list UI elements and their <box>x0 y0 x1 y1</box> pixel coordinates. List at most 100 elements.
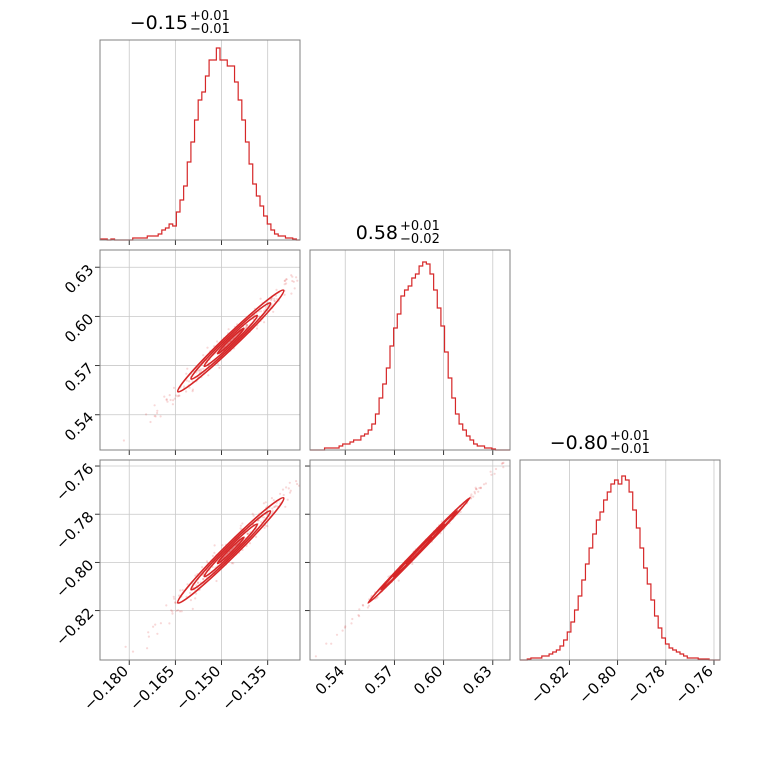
sample-point <box>502 466 505 469</box>
sample-point <box>500 462 503 465</box>
sample-point <box>266 525 269 528</box>
x-tick-label: −0.150 <box>172 662 224 714</box>
sample-point <box>239 524 242 527</box>
hist-panel-frame <box>519 459 721 661</box>
x-tick-label: 0.54 <box>312 662 348 698</box>
sample-point <box>275 298 279 301</box>
sample-point <box>343 626 347 629</box>
sample-point <box>271 507 274 510</box>
sample-point <box>357 614 360 617</box>
sample-point <box>273 505 276 509</box>
sample-point <box>217 363 220 366</box>
sample-point <box>252 514 255 517</box>
x-tick-label: −0.78 <box>623 662 668 707</box>
param-title-3: −0.80 +0.01−0.01 <box>550 429 650 457</box>
sample-point <box>245 544 248 548</box>
sample-point <box>273 300 277 303</box>
sample-point <box>241 522 244 525</box>
sample-point <box>283 293 286 296</box>
sample-point <box>239 527 242 530</box>
sample-point <box>159 415 162 418</box>
sample-point <box>257 315 260 318</box>
sample-point <box>470 493 473 496</box>
x-tick-label: 0.60 <box>410 662 446 698</box>
x-tick-label: −0.76 <box>672 662 717 707</box>
sample-point <box>202 578 205 581</box>
sample-point <box>262 502 265 505</box>
sample-point <box>178 594 181 597</box>
sample-point <box>251 512 254 516</box>
sample-point <box>178 394 181 397</box>
sample-point <box>218 366 221 369</box>
sample-point <box>200 370 203 373</box>
sample-point <box>185 390 188 393</box>
sample-point <box>411 562 414 566</box>
sample-point <box>358 615 361 618</box>
sample-point <box>172 399 175 402</box>
sample-point <box>350 622 353 625</box>
title-lower-error: −0.02 <box>400 232 440 247</box>
contour-level-4 <box>176 289 285 393</box>
sample-point <box>168 394 171 397</box>
sample-point <box>275 294 278 297</box>
title-value: −0.15 <box>130 12 188 34</box>
sample-point <box>351 617 354 621</box>
sample-point <box>153 404 156 407</box>
sample-point <box>175 394 178 397</box>
sample-point <box>255 327 259 330</box>
sample-point <box>200 368 203 371</box>
sample-point <box>195 584 198 587</box>
title-lower-error: −0.01 <box>610 442 650 457</box>
sample-point <box>171 403 174 406</box>
sample-point <box>475 488 478 491</box>
sample-point <box>367 604 371 607</box>
sample-point <box>122 439 125 442</box>
sample-point <box>172 595 175 598</box>
sample-point <box>165 398 168 401</box>
sample-point <box>189 599 192 602</box>
sample-point <box>202 577 205 581</box>
sample-point <box>358 608 361 611</box>
sample-point <box>288 481 291 484</box>
sample-point <box>246 323 249 326</box>
contour-level-4 <box>176 496 285 604</box>
sample-point <box>295 480 298 483</box>
sample-point <box>159 622 162 625</box>
sample-point <box>215 579 218 583</box>
sample-point <box>274 504 277 507</box>
title-upper-error: +0.01 <box>190 9 230 24</box>
sample-point <box>273 299 276 302</box>
sample-point <box>273 297 276 300</box>
sample-point <box>279 492 282 495</box>
sample-point <box>175 609 178 612</box>
sample-point <box>172 386 176 389</box>
sample-point <box>147 631 150 634</box>
contour-level-1 <box>216 536 245 565</box>
sample-point <box>177 609 180 612</box>
sample-point <box>246 532 250 535</box>
sample-point <box>197 369 201 372</box>
sample-point <box>245 326 248 329</box>
sample-point <box>246 324 249 327</box>
sample-point <box>166 400 169 403</box>
sample-point <box>284 279 287 282</box>
sample-point <box>185 379 188 382</box>
sample-point <box>131 650 135 653</box>
sample-point <box>341 629 344 632</box>
sample-point <box>501 462 504 465</box>
sample-point <box>195 592 198 595</box>
sample-point <box>230 562 233 565</box>
sample-point <box>156 409 159 412</box>
sample-point <box>479 486 482 489</box>
sample-point <box>290 292 293 295</box>
sample-point <box>147 635 150 638</box>
sample-point <box>198 368 201 372</box>
sample-point <box>191 390 194 393</box>
sample-point <box>227 328 230 331</box>
sample-point <box>185 372 188 375</box>
sample-point <box>362 604 365 607</box>
sample-point <box>174 601 177 605</box>
sample-point <box>291 279 294 283</box>
y-tick-label: 0.57 <box>61 359 97 395</box>
